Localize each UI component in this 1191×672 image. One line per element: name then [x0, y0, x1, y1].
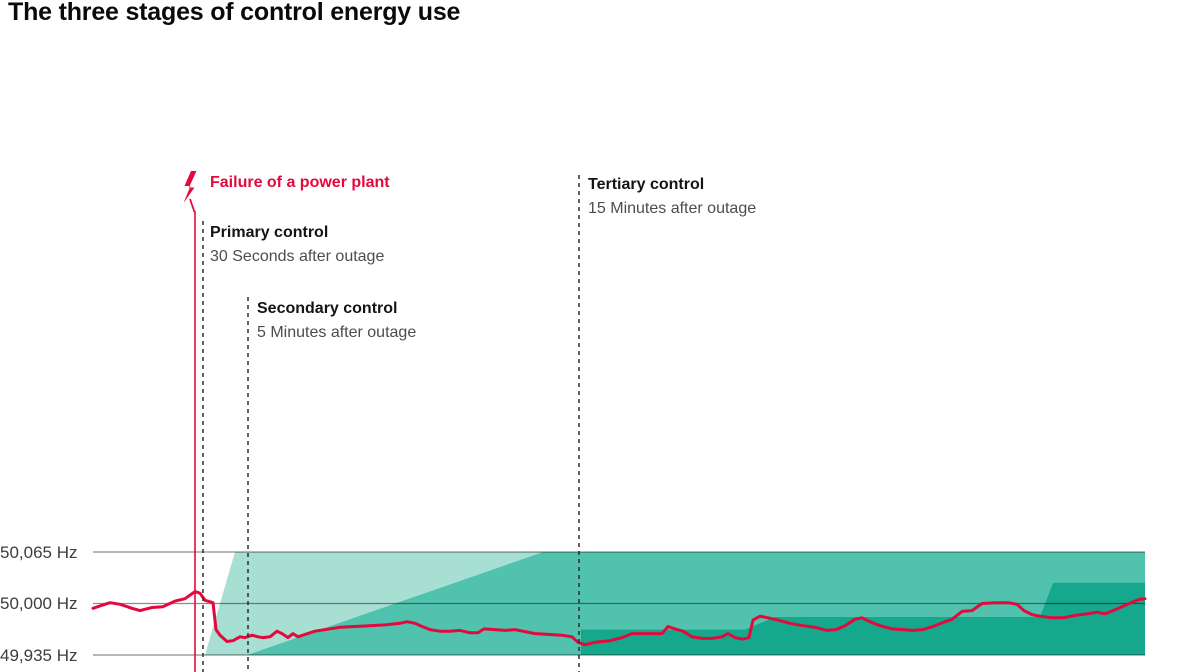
event-marker-lines	[194, 175, 580, 672]
secondary-control-title: Secondary control	[257, 300, 398, 317]
y-tick-50065: 50,065 Hz	[0, 543, 78, 562]
gridlines	[93, 551, 1145, 656]
tertiary-control-title: Tertiary control	[588, 176, 705, 193]
grid-frequency-line	[91, 590, 1147, 647]
lightning-bolt-icon	[183, 171, 201, 213]
page-title: The three stages of control energy use	[8, 0, 461, 26]
y-tick-49935: 49,935 Hz	[0, 646, 78, 665]
failure-annotation: Failure of a power plant	[210, 174, 390, 191]
secondary-control-subtitle: 5 Minutes after outage	[257, 324, 417, 341]
primary-control-subtitle: 30 Seconds after outage	[210, 248, 385, 265]
primary-control-title: Primary control	[210, 224, 329, 241]
y-tick-50000: 50,000 Hz	[0, 594, 78, 613]
tertiary-control-subtitle: 15 Minutes after outage	[588, 200, 757, 217]
